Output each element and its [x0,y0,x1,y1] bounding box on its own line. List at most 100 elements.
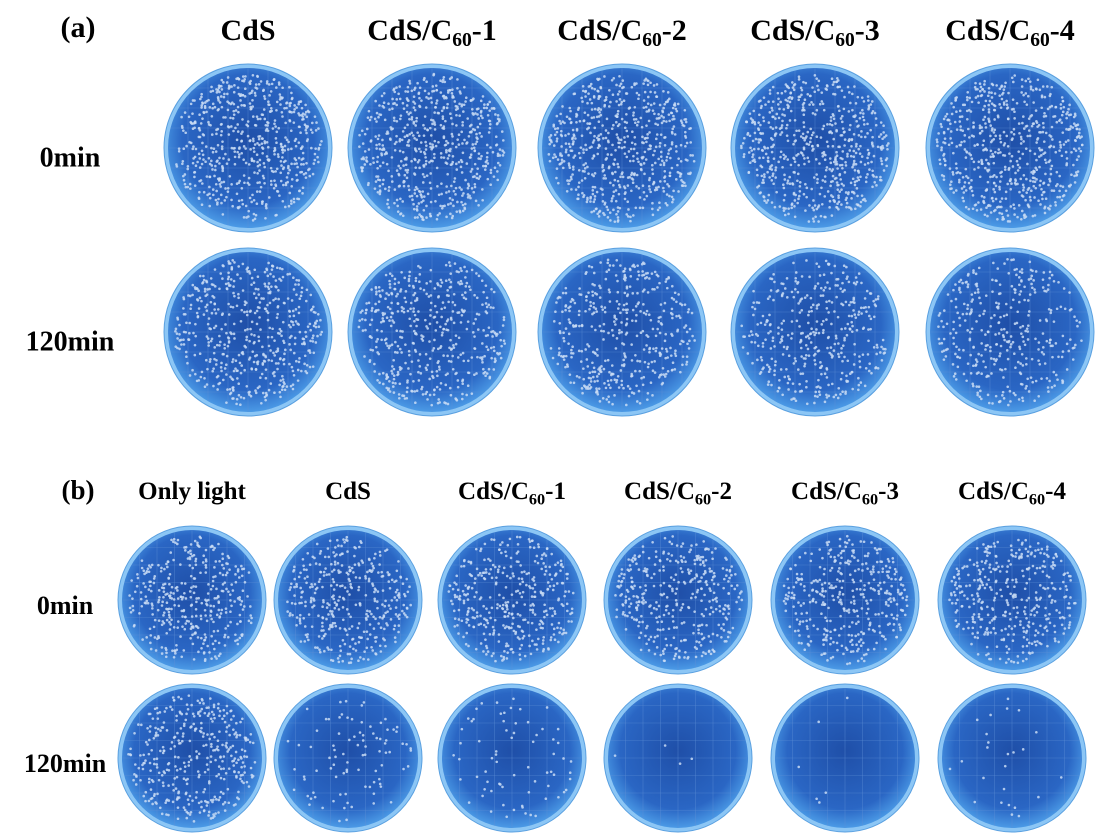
colony [253,213,256,216]
colony [808,143,811,146]
colony [439,205,442,208]
colony [1018,191,1021,194]
colony [413,137,416,140]
colony [767,380,770,383]
colony [669,171,672,174]
colony [236,273,239,276]
colony [295,293,298,296]
colony [836,77,839,80]
colony [250,283,253,286]
colony [855,145,858,148]
colony [761,175,764,178]
label-text: CdS/C [557,14,642,47]
colony [860,312,863,315]
colony [857,313,860,316]
colony [751,156,754,159]
colony [381,289,384,292]
colony [415,117,418,120]
colony [1049,106,1052,109]
colony [1044,173,1047,176]
colony [1058,149,1061,152]
colony [977,95,980,98]
colony [295,360,298,363]
colony [455,124,458,127]
colony [806,294,809,297]
colony [617,219,620,222]
colony [589,371,592,374]
colony [401,139,404,142]
colony [654,371,657,374]
colony [940,123,943,126]
colony [397,281,400,284]
colony [767,297,770,300]
colony [279,171,282,174]
colony [783,157,786,160]
colony [209,358,212,361]
colony [445,140,448,143]
colony [403,180,406,183]
colony [264,271,267,274]
colony [1006,106,1009,109]
colony [482,329,485,332]
colony [474,183,477,186]
colony [756,359,759,362]
colony [861,109,864,112]
colony [445,191,448,194]
colony [667,370,670,373]
colony [267,103,270,106]
colony [300,291,303,294]
colony [672,107,675,110]
colony [563,340,566,343]
colony [608,288,611,291]
colony [476,167,479,170]
colony [1061,96,1064,99]
colony [609,264,612,267]
colony [565,327,568,330]
colony [797,291,800,294]
colony [199,275,202,278]
colony [624,152,627,155]
colony [561,310,564,313]
colony [642,303,645,306]
colony [686,342,689,345]
colony [871,143,874,146]
colony [417,371,420,374]
colony [191,112,194,115]
colony [781,166,784,169]
colony [372,161,375,164]
colony [479,123,482,126]
colony [846,153,849,156]
colony [1027,95,1030,98]
colony [227,303,230,306]
colony [825,300,828,303]
colony [789,119,792,122]
colony [624,356,627,359]
colony [565,355,568,358]
colony [765,153,768,156]
colony [245,205,248,208]
colony [611,364,614,367]
colony [816,135,819,138]
colony [439,388,442,391]
colony [943,178,946,181]
colony [451,163,454,166]
colony [485,302,488,305]
colony [833,161,836,164]
label-text: CdS/C [367,14,452,47]
colony [620,380,623,383]
colony [569,110,572,113]
colony [617,206,620,209]
colony [461,314,464,317]
colony [438,368,441,371]
colony [262,175,265,178]
colony [284,388,287,391]
colony [936,141,939,144]
colony [263,140,266,143]
colony [450,360,453,363]
colony [200,179,203,182]
colony [276,101,279,104]
colony [1043,140,1046,143]
colony [853,85,856,88]
colony [274,170,277,173]
colony [831,168,834,171]
